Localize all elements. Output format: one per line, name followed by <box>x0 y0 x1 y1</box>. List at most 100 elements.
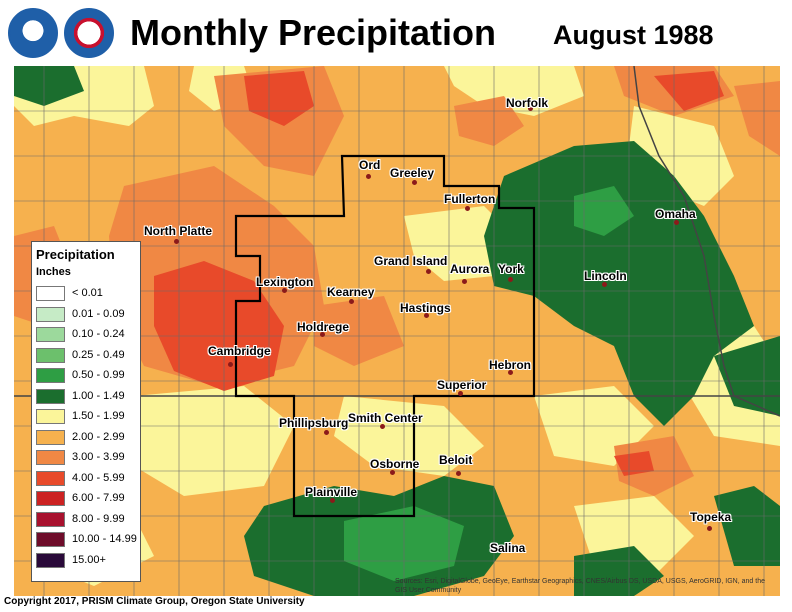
legend-swatch <box>36 368 65 383</box>
legend-item: 0.10 - 0.24 <box>36 327 136 343</box>
city-marker <box>282 288 287 293</box>
city-marker <box>324 430 329 435</box>
copyright-text: Copyright 2017, PRISM Climate Group, Ore… <box>2 596 307 607</box>
national-weather-service-logo <box>64 8 114 58</box>
legend-swatch <box>36 327 65 342</box>
city-marker <box>174 239 179 244</box>
city-label-north-platte: North Platte <box>144 224 213 238</box>
legend-item: 15.00+ <box>36 552 136 569</box>
legend-swatch <box>36 429 65 445</box>
city-label-salina: Salina <box>490 541 526 555</box>
city-marker <box>462 279 467 284</box>
legend-title: Precipitation <box>36 247 115 262</box>
city-label-omaha: Omaha <box>655 207 696 221</box>
city-marker <box>674 220 679 225</box>
legend-swatch <box>36 470 65 486</box>
legend-label: 15.00+ <box>72 553 106 566</box>
header: Monthly Precipitation August 1988 <box>0 0 792 66</box>
city-label-york: York <box>498 262 524 276</box>
legend-label: 0.50 - 0.99 <box>72 369 125 381</box>
period-label: August 1988 <box>553 20 714 50</box>
legend: Precipitation Inches < 0.01 0.01 - 0.09 0.… <box>31 241 141 582</box>
city-marker <box>528 106 533 111</box>
precipitation-map: Norfolk Ord Greeley Fullerton North Plat… <box>14 66 780 596</box>
city-label-lexington: Lexington <box>256 275 314 289</box>
attribution-text: Sources: Esri, DigitalGlobe, GeoEye, Ear… <box>395 578 765 594</box>
legend-item: 1.00 - 1.49 <box>36 388 136 405</box>
legend-item: 0.01 - 0.09 <box>36 306 136 323</box>
city-marker <box>508 370 513 375</box>
legend-swatch <box>36 286 65 301</box>
legend-swatch <box>36 532 65 547</box>
precipitation-map-graphic <box>14 66 780 596</box>
city-marker <box>349 299 354 304</box>
city-label-norfolk: Norfolk <box>506 96 548 110</box>
city-label-greeley: Greeley <box>390 166 435 180</box>
city-marker <box>508 277 513 282</box>
city-marker <box>366 174 371 179</box>
legend-unit: Inches <box>36 266 71 278</box>
zone-4-00-5-99 <box>154 71 724 476</box>
legend-swatch <box>36 388 65 404</box>
city-marker <box>602 282 607 287</box>
legend-label: 0.10 - 0.24 <box>72 328 125 340</box>
city-marker <box>424 313 429 318</box>
city-label-grand-island: Grand Island <box>374 254 448 268</box>
city-label-superior: Superior <box>437 378 487 392</box>
legend-item: 0.25 - 0.49 <box>36 347 136 364</box>
legend-label: 6.00 - 7.99 <box>72 492 125 504</box>
legend-swatch <box>36 306 65 322</box>
legend-label: 0.25 - 0.49 <box>72 348 125 361</box>
city-label-aurora: Aurora <box>450 262 490 276</box>
legend-item: 2.00 - 2.99 <box>36 429 136 446</box>
city-label-hastings: Hastings <box>400 301 451 315</box>
legend-swatch <box>36 450 65 465</box>
legend-label: 4.00 - 5.99 <box>72 471 125 484</box>
legend-label: 3.00 - 3.99 <box>72 451 125 463</box>
legend-label: 1.50 - 1.99 <box>72 410 125 422</box>
city-label-topeka: Topeka <box>690 510 732 524</box>
city-label-phillipsburg: Phillipsburg <box>279 416 349 430</box>
legend-label: 0.01 - 0.09 <box>72 307 125 320</box>
city-marker <box>412 180 417 185</box>
city-marker <box>390 470 395 475</box>
city-marker <box>458 391 463 396</box>
legend-item: 3.00 - 3.99 <box>36 450 136 466</box>
legend-label: 1.00 - 1.49 <box>72 389 125 402</box>
city-label-holdrege: Holdrege <box>297 320 350 334</box>
page-title: Monthly Precipitation <box>130 12 497 53</box>
city-marker <box>228 362 233 367</box>
city-label-hebron: Hebron <box>489 358 531 372</box>
city-marker <box>456 471 461 476</box>
legend-swatch <box>36 491 65 506</box>
legend-swatch <box>36 409 65 424</box>
legend-label: < 0.01 <box>72 287 103 299</box>
legend-swatch <box>36 347 65 363</box>
city-label-cambridge: Cambridge <box>208 344 271 358</box>
city-label-osborne: Osborne <box>370 457 420 471</box>
city-label-beloit: Beloit <box>439 453 473 467</box>
legend-item: 4.00 - 5.99 <box>36 470 136 487</box>
legend-item: 6.00 - 7.99 <box>36 491 136 507</box>
city-label-lincoln: Lincoln <box>584 269 627 283</box>
city-marker <box>380 424 385 429</box>
city-marker <box>426 269 431 274</box>
city-label-fullerton: Fullerton <box>444 192 496 206</box>
legend-label: 2.00 - 2.99 <box>72 430 125 443</box>
legend-swatch <box>36 511 65 527</box>
noaa-logo <box>8 8 58 58</box>
legend-item: 8.00 - 9.99 <box>36 511 136 528</box>
city-label-kearney: Kearney <box>327 285 375 299</box>
city-marker <box>330 498 335 503</box>
legend-label: 10.00 - 14.99 <box>72 533 137 545</box>
city-label-ord: Ord <box>359 158 381 172</box>
legend-label: 8.00 - 9.99 <box>72 512 125 525</box>
legend-item: < 0.01 <box>36 286 136 302</box>
legend-item: 10.00 - 14.99 <box>36 532 137 548</box>
city-marker <box>707 526 712 531</box>
city-label-smith-center: Smith Center <box>348 411 423 425</box>
river-boundary <box>633 66 780 417</box>
legend-swatch <box>36 552 65 568</box>
city-marker <box>320 332 325 337</box>
legend-item: 0.50 - 0.99 <box>36 368 136 384</box>
